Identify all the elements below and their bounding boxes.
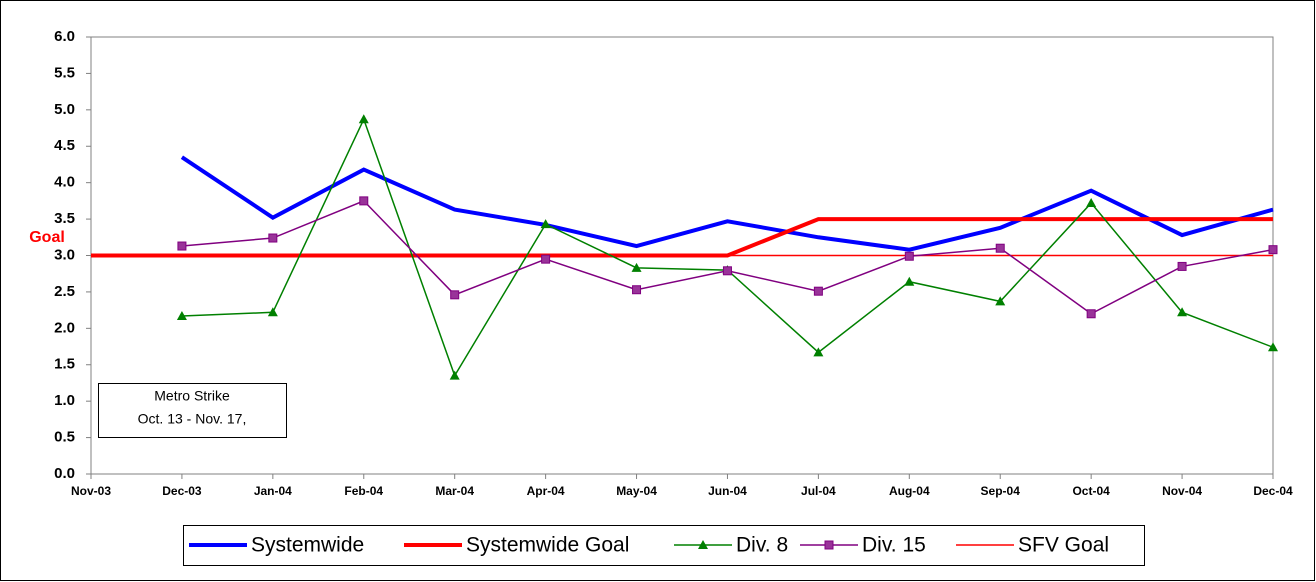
point — [1086, 198, 1097, 208]
point — [541, 254, 551, 264]
y-tick-label: 4.0 — [54, 174, 75, 191]
point — [358, 114, 369, 124]
series-line — [180, 155, 1274, 252]
x-tick-label: Apr-04 — [527, 484, 565, 498]
point — [995, 243, 1005, 253]
point — [904, 251, 914, 261]
y-tick-label: 5.0 — [54, 101, 75, 118]
point — [632, 285, 642, 295]
point — [631, 262, 642, 272]
y-tick-label: 0.5 — [54, 429, 75, 446]
legend-label: SFV Goal — [1018, 534, 1109, 557]
y-tick-label: 2.5 — [54, 283, 75, 300]
x-tick-label: Dec-03 — [162, 484, 202, 498]
y-tick-label: 1.0 — [54, 392, 75, 409]
legend-label: Div. 15 — [862, 534, 926, 557]
point — [359, 196, 369, 206]
legend-marker — [824, 540, 834, 550]
annotation-box — [98, 383, 287, 438]
x-tick-label: Oct-04 — [1072, 484, 1110, 498]
point — [1086, 309, 1096, 319]
y-tick-label: 4.5 — [54, 137, 75, 154]
point — [904, 276, 915, 286]
x-tick-label: Jul-04 — [801, 484, 836, 498]
y-tick-label: 5.5 — [54, 64, 75, 81]
x-tick-label: Sep-04 — [981, 484, 1021, 498]
y-tick-label: 3.5 — [54, 210, 75, 227]
point — [450, 290, 460, 300]
x-tick-label: Jan-04 — [254, 484, 292, 498]
point — [1177, 307, 1188, 317]
point — [1177, 261, 1187, 271]
x-tick-label: Jun-04 — [708, 484, 747, 498]
point — [176, 310, 187, 320]
y-tick-label: 0.0 — [54, 465, 75, 482]
x-tick-label: Aug-04 — [889, 484, 930, 498]
point — [813, 347, 824, 357]
legend-label: Systemwide — [251, 534, 364, 557]
x-tick-label: Mar-04 — [435, 484, 474, 498]
y-tick-label: 3.0 — [54, 246, 75, 263]
annotation: Oct. 13 - Nov. 17, — [138, 411, 247, 427]
point — [813, 286, 823, 296]
point — [995, 296, 1006, 306]
point — [540, 219, 551, 229]
goal-label: Goal — [29, 229, 65, 246]
point — [449, 370, 460, 380]
x-tick-label: Dec-04 — [1253, 484, 1293, 498]
y-tick-label: 1.5 — [54, 356, 75, 373]
legend-label: Div. 8 — [736, 534, 788, 557]
point — [722, 266, 732, 276]
y-tick-label: 2.0 — [54, 319, 75, 336]
y-tick-label: 6.0 — [54, 28, 75, 45]
legend-marker — [698, 540, 708, 549]
legend-label: Systemwide Goal — [466, 534, 629, 557]
point — [267, 307, 278, 317]
point — [1268, 245, 1278, 255]
annotation: Metro Strike — [154, 388, 230, 404]
point — [268, 233, 278, 243]
point — [1268, 342, 1278, 352]
x-tick-label: Nov-04 — [1162, 484, 1202, 498]
x-tick-label: Nov-03 — [71, 484, 111, 498]
point — [177, 241, 187, 251]
x-tick-label: May-04 — [616, 484, 657, 498]
x-tick-label: Feb-04 — [344, 484, 383, 498]
